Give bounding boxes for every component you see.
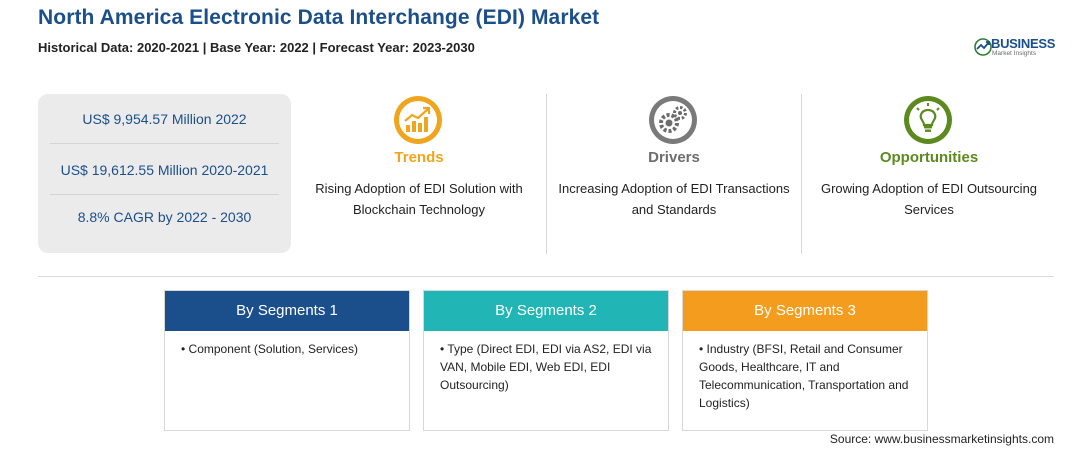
column-divider (801, 94, 802, 254)
segment-card-2: By Segments 2 • Type (Direct EDI, EDI vi… (423, 290, 669, 431)
brand-logo: BUSINESS Market Insights (972, 34, 1062, 62)
stat-divider (50, 194, 279, 195)
market-stats-panel: US$ 9,954.57 Million 2022 US$ 19,612.55 … (38, 94, 291, 253)
trends-column: Trends Rising Adoption of EDI Solution w… (292, 94, 546, 254)
stat-divider (50, 143, 279, 144)
gears-icon (649, 96, 697, 144)
opportunities-text: Growing Adoption of EDI Outsourcing Serv… (820, 181, 1038, 217)
drivers-text: Increasing Adoption of EDI Transactions … (558, 181, 790, 217)
logo-name: BUSINESS (991, 36, 1056, 51)
segment-1-header: By Segments 1 (165, 291, 409, 331)
trends-text: Rising Adoption of EDI Solution with Blo… (315, 181, 523, 217)
section-divider (38, 276, 1054, 277)
drivers-column: Drivers Increasing Adoption of EDI Trans… (547, 94, 801, 254)
opportunities-column: Opportunities Growing Adoption of EDI Ou… (802, 94, 1056, 254)
stat-market-size-historical: US$ 19,612.55 Million 2020-2021 (60, 162, 269, 178)
stat-market-size-2022: US$ 9,954.57 Million 2022 (82, 111, 247, 127)
source-credit: Source: www.businessmarketinsights.com (829, 432, 1054, 446)
page-subtitle: Historical Data: 2020-2021 | Base Year: … (38, 40, 475, 55)
trends-title: Trends (394, 149, 444, 166)
segment-card-1: By Segments 1 • Component (Solution, Ser… (164, 290, 410, 431)
lightbulb-icon (904, 96, 952, 144)
trend-chart-icon (394, 96, 442, 144)
opportunities-title: Opportunities (879, 149, 979, 166)
page-title: North America Electronic Data Interchang… (38, 6, 600, 29)
globe-logo-icon (974, 38, 992, 56)
column-divider (546, 94, 547, 254)
segment-2-text: • Type (Direct EDI, EDI via AS2, EDI via… (440, 342, 652, 392)
logo-tagline: Market Insights (992, 50, 1037, 57)
drivers-title: Drivers (648, 149, 700, 166)
stat-cagr: 8.8% CAGR by 2022 - 2030 (77, 209, 252, 225)
segment-2-header: By Segments 2 (424, 291, 668, 331)
segment-3-header: By Segments 3 (683, 291, 927, 331)
segment-1-text: • Component (Solution, Services) (181, 342, 358, 356)
segment-3-text: • Industry (BFSI, Retail and Consumer Go… (699, 342, 909, 410)
segment-card-3: By Segments 3 • Industry (BFSI, Retail a… (682, 290, 928, 431)
